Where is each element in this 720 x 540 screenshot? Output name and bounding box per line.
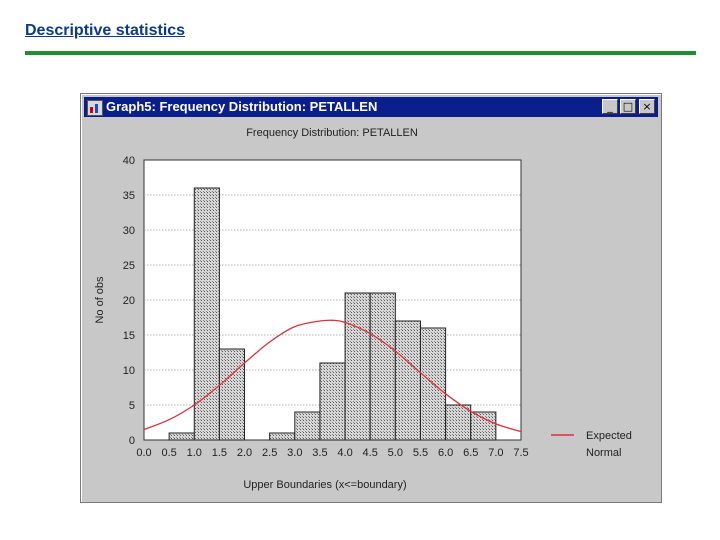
app-chart-icon[interactable] <box>87 100 103 116</box>
y-tick-label: 20 <box>123 295 135 307</box>
histogram-bar <box>369 292 396 441</box>
minimize-button[interactable]: _ <box>602 99 618 114</box>
x-tick-label: 5.5 <box>413 447 428 459</box>
y-tick-label: 30 <box>123 225 135 237</box>
legend-label-line2: Normal <box>586 447 621 459</box>
maximize-button[interactable]: □ <box>620 99 636 114</box>
y-tick-label: 5 <box>129 400 135 412</box>
histogram-bar <box>344 292 371 441</box>
legend-label-line1: Expected <box>586 430 632 442</box>
x-tick-label: 3.0 <box>287 447 302 459</box>
x-tick-label: 0.0 <box>136 447 151 459</box>
y-tick-label: 15 <box>123 330 135 342</box>
x-tick-label: 2.5 <box>262 447 277 459</box>
histogram-bar <box>319 362 346 441</box>
y-tick-label: 10 <box>123 365 135 377</box>
x-tick-label: 7.0 <box>488 447 503 459</box>
x-tick-label: 5.0 <box>388 447 403 459</box>
title-underline-rule <box>25 51 696 55</box>
histogram-bar <box>294 411 321 441</box>
x-tick-label: 1.5 <box>212 447 227 459</box>
x-tick-label: 4.0 <box>337 447 352 459</box>
window-titlebar[interactable]: Graph5: Frequency Distribution: PETALLEN… <box>84 97 658 117</box>
window-title: Graph5: Frequency Distribution: PETALLEN <box>106 99 378 114</box>
x-tick-label: 3.5 <box>312 447 327 459</box>
y-tick-label: 25 <box>123 260 135 272</box>
x-tick-label: 7.5 <box>513 447 528 459</box>
x-tick-label: 1.0 <box>187 447 202 459</box>
y-tick-label: 0 <box>129 435 135 447</box>
y-tick-label: 35 <box>123 190 135 202</box>
histogram-bar <box>445 404 472 441</box>
histogram-bar <box>470 411 497 441</box>
x-tick-label: 6.0 <box>438 447 453 459</box>
expected-normal-curve <box>144 319 521 433</box>
histogram-bar <box>168 432 195 441</box>
histogram-bar <box>218 348 246 441</box>
x-tick-label: 6.5 <box>463 447 478 459</box>
slide-title: Descriptive statistics <box>25 22 186 39</box>
chart-title: Frequency Distribution: PETALLEN <box>246 127 418 139</box>
x-axis-label: Upper Boundaries (x<=boundary) <box>243 479 406 491</box>
x-tick-label: 0.5 <box>161 447 176 459</box>
y-tick-label: 40 <box>123 155 135 167</box>
histogram-bar <box>394 320 421 441</box>
close-button[interactable]: × <box>639 99 655 114</box>
histogram-bar <box>193 187 220 441</box>
y-axis-label: No of obs <box>94 276 106 324</box>
x-tick-label: 4.5 <box>363 447 378 459</box>
x-tick-label: 2.0 <box>237 447 252 459</box>
histogram-bar <box>269 432 296 441</box>
